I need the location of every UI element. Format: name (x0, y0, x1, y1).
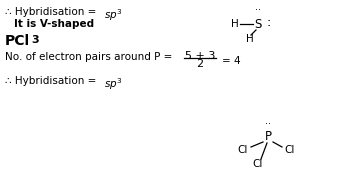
Text: It is V-shaped: It is V-shaped (14, 19, 94, 29)
Text: H: H (246, 34, 254, 44)
Text: No. of electron pairs around P =: No. of electron pairs around P = (5, 52, 176, 62)
Text: :: : (267, 17, 271, 30)
Text: 5 + 3: 5 + 3 (185, 51, 215, 61)
Text: $sp^3$: $sp^3$ (104, 76, 122, 92)
Text: ··: ·· (265, 119, 271, 129)
Text: PCl: PCl (5, 34, 30, 48)
Text: S: S (254, 17, 262, 31)
Text: Cl: Cl (253, 159, 263, 169)
Text: 3: 3 (31, 35, 39, 45)
Text: Cl: Cl (285, 145, 295, 155)
Text: $sp^3$: $sp^3$ (104, 7, 122, 23)
Text: H: H (231, 19, 239, 29)
Text: ∴ Hybridisation =: ∴ Hybridisation = (5, 76, 100, 86)
Text: 2: 2 (196, 59, 203, 69)
Text: = 4: = 4 (222, 56, 241, 66)
Text: ∴ Hybridisation =: ∴ Hybridisation = (5, 7, 100, 17)
Text: ··: ·· (255, 5, 261, 15)
Text: P: P (264, 131, 272, 143)
Text: Cl: Cl (238, 145, 248, 155)
